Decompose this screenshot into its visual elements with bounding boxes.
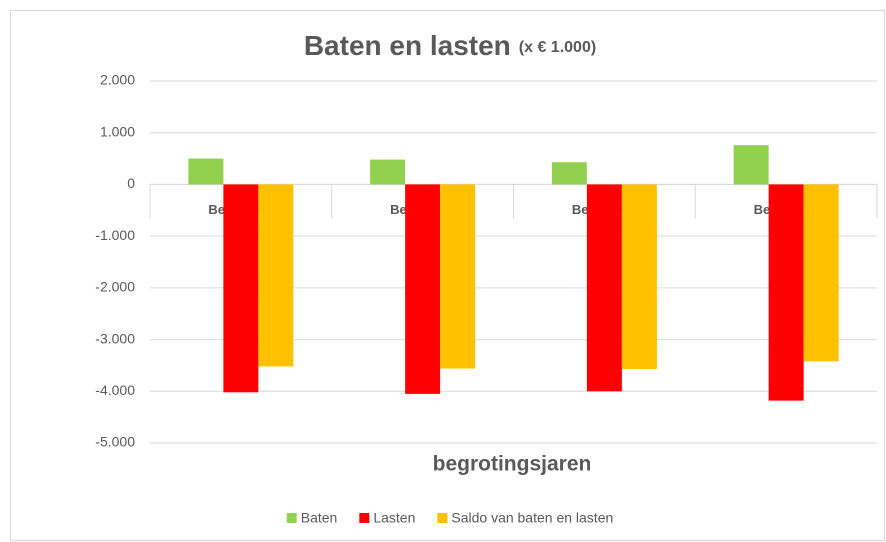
subtitle: (x € 1.000) xyxy=(519,39,596,56)
bar xyxy=(803,184,839,362)
legend-swatch xyxy=(437,513,448,523)
bar xyxy=(621,184,657,370)
legend-label: Lasten xyxy=(373,510,415,526)
y-tick-label: 2.000 xyxy=(100,72,135,88)
bar xyxy=(188,158,224,185)
y-tick-label: 1.000 xyxy=(100,123,135,139)
y-tick-label: -1.000 xyxy=(95,227,135,243)
legend-label: Saldo van baten en lasten xyxy=(451,510,613,526)
bar xyxy=(733,145,769,185)
bar xyxy=(405,184,441,394)
y-tick-label: -2.000 xyxy=(95,279,135,295)
y-tick-label: -3.000 xyxy=(95,330,135,346)
y-tick-label: -4.000 xyxy=(95,382,135,398)
legend-label: Baten xyxy=(301,510,338,526)
bar xyxy=(223,184,259,393)
bar xyxy=(586,184,622,392)
legend-swatch xyxy=(286,513,297,523)
bar xyxy=(370,159,406,185)
bar xyxy=(440,184,476,369)
y-tick-label: 0 xyxy=(127,175,135,191)
y-tick-label: -5.000 xyxy=(95,434,135,450)
chart-title: Baten en lasten (x € 1.000) xyxy=(304,30,596,61)
x-axis-label: begrotingsjaren xyxy=(433,453,592,476)
bar xyxy=(551,162,587,185)
bar xyxy=(768,184,804,401)
title: Baten en lasten xyxy=(304,30,511,61)
bar xyxy=(258,184,294,367)
legend: Baten Lasten Saldo van baten en lasten xyxy=(286,510,613,526)
legend-swatch xyxy=(359,513,370,523)
